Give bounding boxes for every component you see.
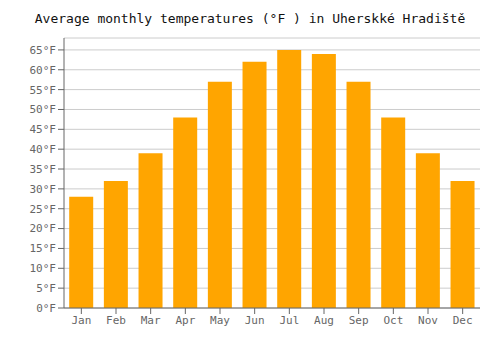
svg-text:5°F: 5°F: [36, 282, 56, 295]
svg-text:60°F: 60°F: [30, 64, 57, 77]
svg-text:Mar: Mar: [141, 314, 161, 327]
svg-text:65°F: 65°F: [30, 44, 57, 57]
svg-text:Nov: Nov: [418, 314, 438, 327]
svg-text:30°F: 30°F: [30, 183, 57, 196]
svg-text:25°F: 25°F: [30, 203, 57, 216]
svg-text:20°F: 20°F: [30, 222, 57, 235]
html-text:Average monthly temperatures (: Average monthly temperatures (°F ) in Uh…: [34, 11, 466, 26]
svg-text:May: May: [210, 314, 230, 327]
svg-text:Aug: Aug: [314, 314, 334, 327]
svg-text:Feb: Feb: [106, 314, 126, 327]
svg-text:Dec: Dec: [453, 314, 473, 327]
svg-text:10°F: 10°F: [30, 262, 57, 275]
svg-text:Sep: Sep: [349, 314, 369, 327]
svg-text:15°F: 15°F: [30, 242, 57, 255]
svg-text:50°F: 50°F: [30, 103, 57, 116]
svg-text:Jan: Jan: [71, 314, 91, 327]
svg-text:55°F: 55°F: [30, 84, 57, 97]
svg-text:35°F: 35°F: [30, 163, 57, 176]
svg-text:0°F: 0°F: [36, 302, 56, 315]
svg-text:Jun: Jun: [245, 314, 265, 327]
svg-text:Apr: Apr: [175, 314, 195, 327]
svg-text:45°F: 45°F: [30, 123, 57, 136]
svg-text:Jul: Jul: [279, 314, 299, 327]
svg-text:Oct: Oct: [383, 314, 403, 327]
svg-text:40°F: 40°F: [30, 143, 57, 156]
